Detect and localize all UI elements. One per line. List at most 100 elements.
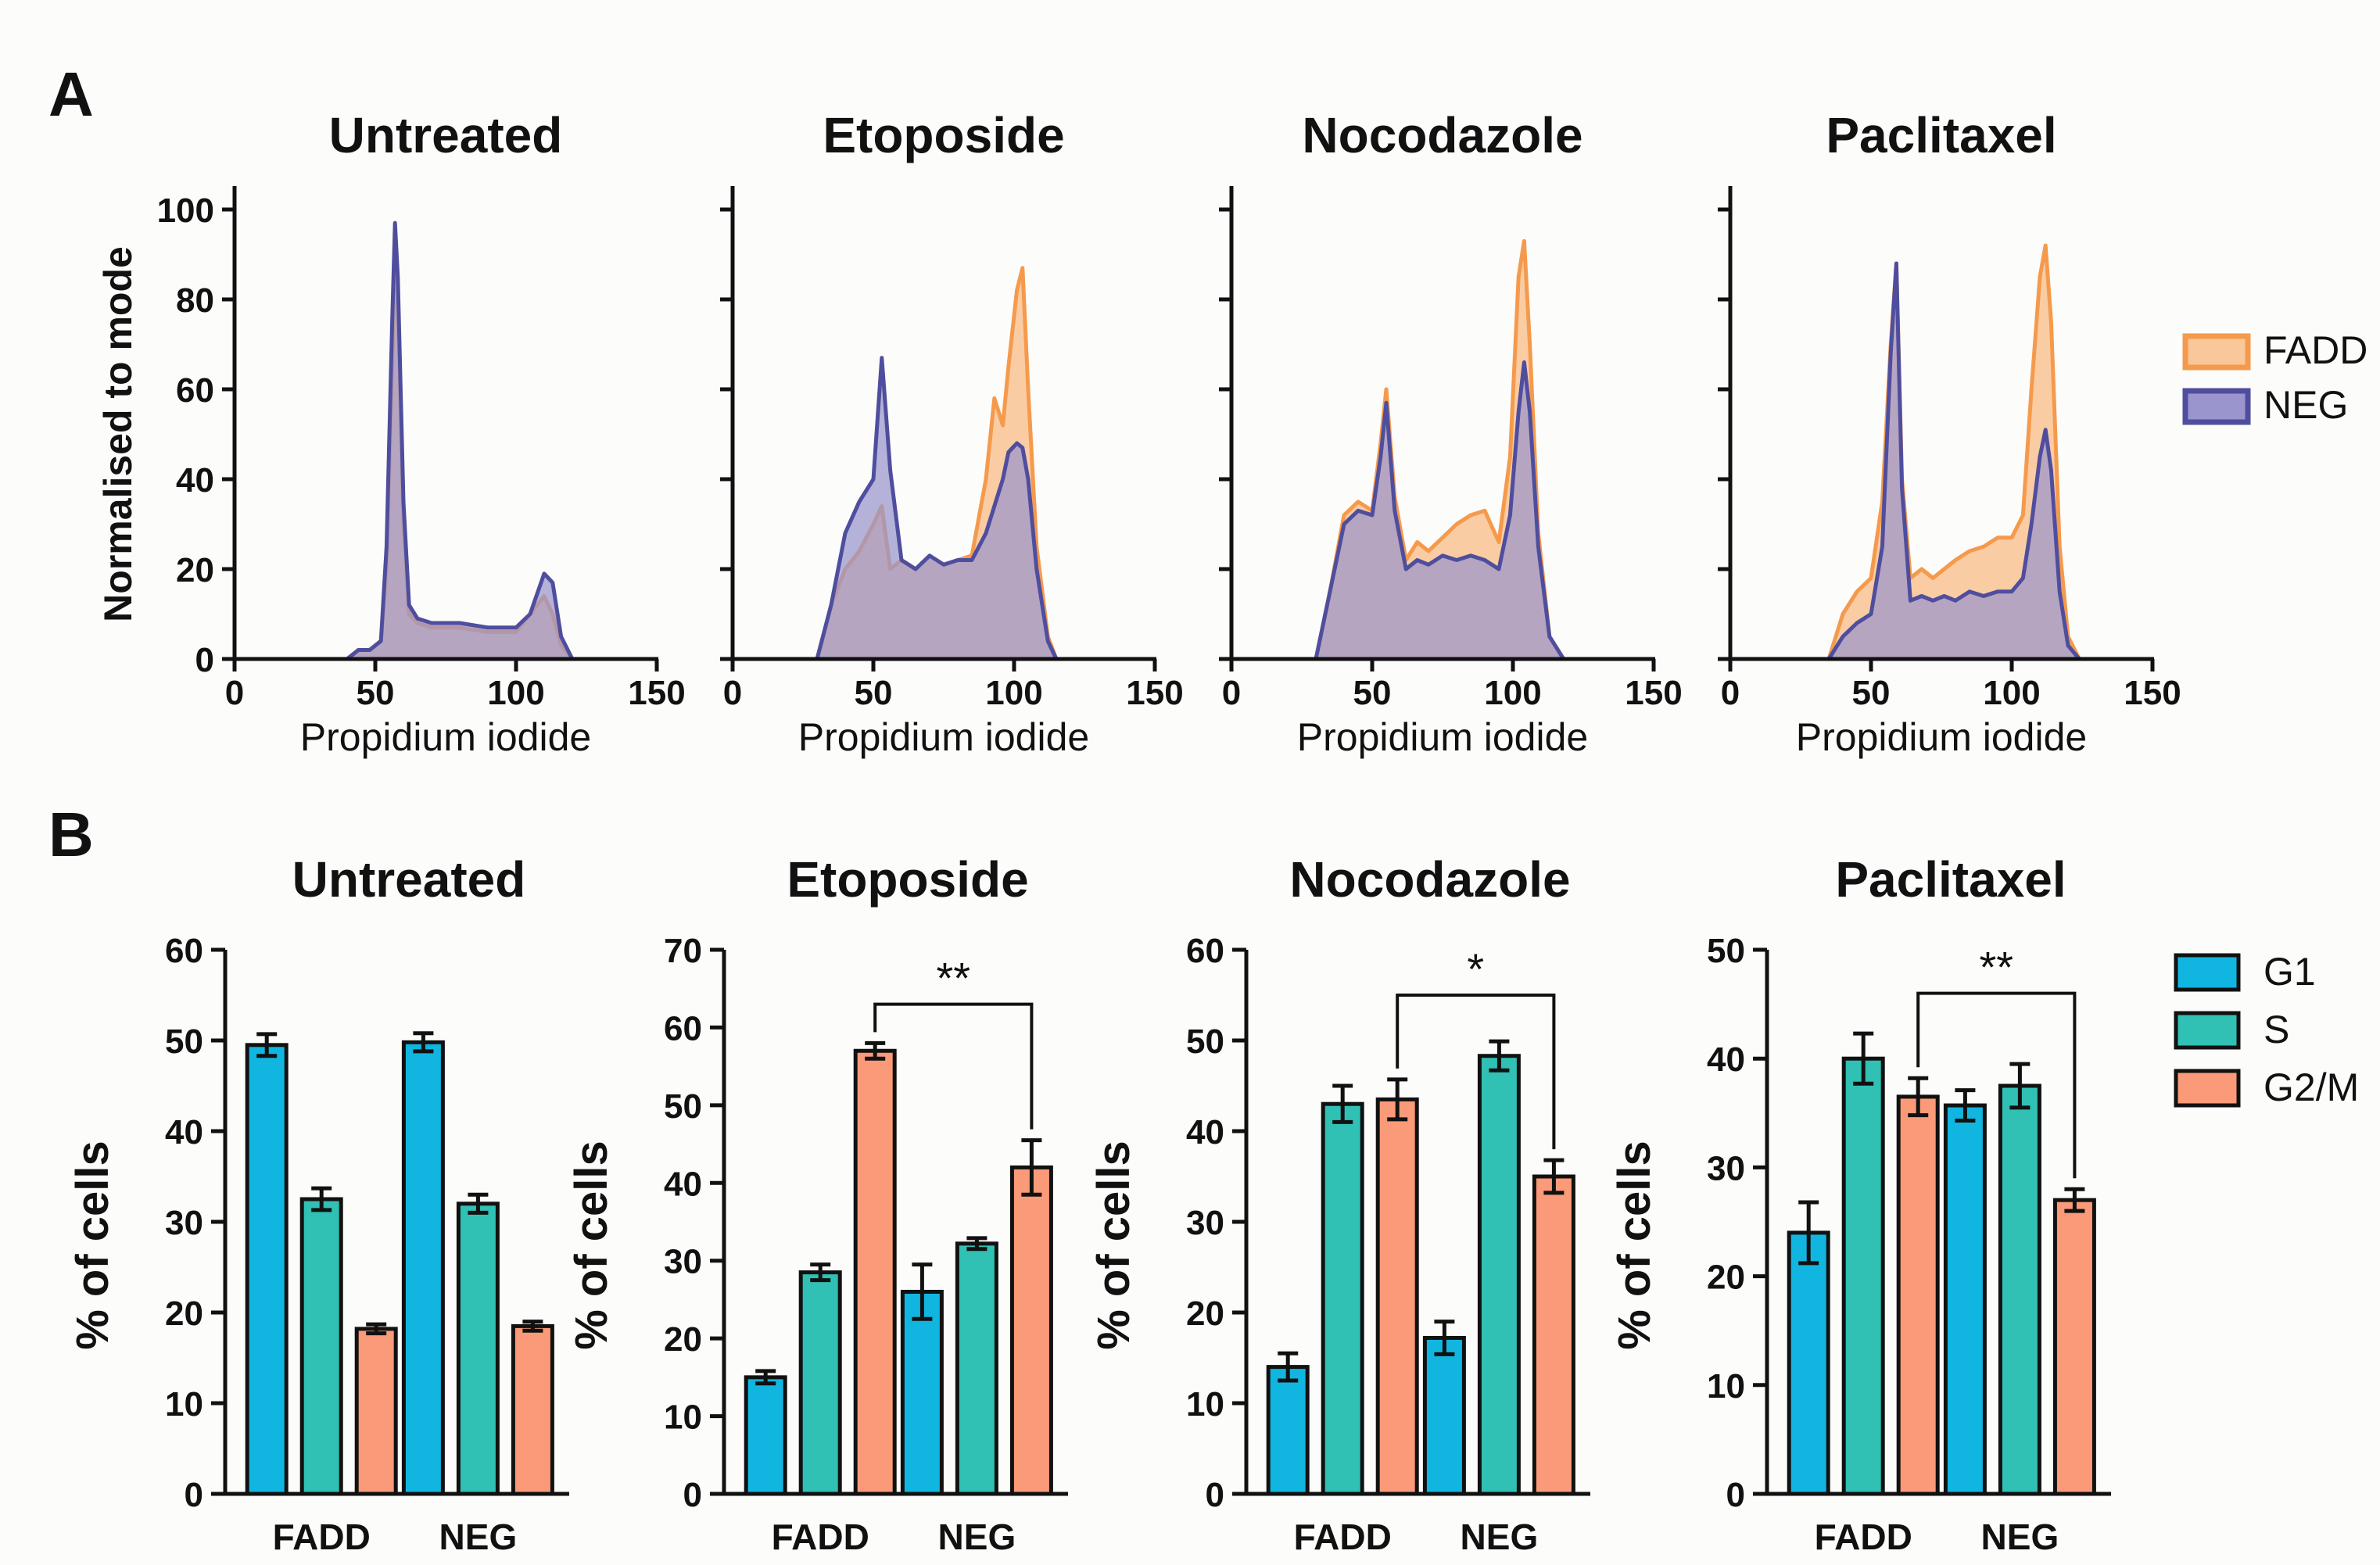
y-tick-label: 30 — [664, 1243, 702, 1281]
bar-g1-fadd — [1266, 1365, 1310, 1496]
y-tick-label: 20 — [1186, 1295, 1224, 1333]
y-axis-label: % of cells — [1088, 1141, 1139, 1350]
y-tick-label: 30 — [1186, 1204, 1224, 1242]
y-tick-label: 10 — [1186, 1385, 1224, 1424]
chart-title: Untreated — [329, 107, 563, 163]
panel-label-b: B — [48, 800, 94, 869]
bar-g2-m-neg — [2052, 1198, 2096, 1496]
bar-chart-untreated: Untreated 0 10 20 30 40 50 60 FADD NEG % of cells — [67, 851, 569, 1557]
legend-label-g1: G1 — [2264, 950, 2316, 994]
legend-label-neg: NEG — [2264, 383, 2348, 427]
chart-title: Paclitaxel — [1826, 107, 2056, 163]
bar-g2-m-fadd — [1896, 1094, 1940, 1496]
bar-g2-m-fadd — [354, 1327, 398, 1496]
legend-swatch-fadd — [2182, 333, 2251, 371]
x-tick-label: 150 — [2124, 674, 2181, 712]
x-tick-label: 50 — [1852, 674, 1891, 712]
x-tick-label: 0 — [225, 674, 244, 712]
legend-swatch-g2-m — [2174, 1069, 2241, 1108]
y-tick-label: 60 — [1186, 932, 1224, 970]
y-tick-label: 60 — [664, 1009, 702, 1048]
bar-s-neg — [1477, 1054, 1521, 1496]
x-category-label: FADD — [1815, 1517, 1912, 1557]
x-tick-label: 50 — [1353, 674, 1392, 712]
y-tick-label: 30 — [165, 1204, 203, 1242]
chart-title: Nocodazole — [1289, 851, 1570, 908]
x-tick-label: 100 — [1983, 674, 2040, 712]
bar-chart-etoposide: Etoposide 0 10 20 30 40 50 60 70 FADD NEG % of cell… — [566, 851, 1068, 1557]
legend-label-fadd: FADD — [2264, 328, 2367, 372]
x-axis-label: Propidium iodide — [798, 715, 1089, 759]
y-tick-label: 100 — [157, 192, 214, 230]
bar-s-neg — [456, 1202, 500, 1496]
x-tick-label: 100 — [1484, 674, 1541, 712]
panel-label-a: A — [48, 59, 94, 129]
x-category-label: NEG — [1981, 1517, 2059, 1557]
histogram-nocodazole: Nocodazole 0 50 100 150 Propidium iodide — [1219, 107, 1683, 759]
y-tick-label: 40 — [165, 1113, 203, 1151]
y-tick-label: 50 — [1707, 932, 1745, 970]
significance-label: ** — [937, 954, 971, 1003]
x-tick-label: 0 — [1721, 674, 1740, 712]
y-tick-label: 50 — [1186, 1022, 1224, 1061]
bar-g1-neg — [1943, 1103, 1987, 1496]
x-tick-label: 150 — [628, 674, 685, 712]
bar-g2-m-fadd — [853, 1048, 897, 1496]
y-axis-label: % of cells — [1609, 1141, 1660, 1350]
y-axis-label: Normalised to mode — [96, 246, 140, 622]
x-tick-label: 0 — [723, 674, 742, 712]
y-tick-label: 40 — [1707, 1040, 1745, 1079]
chart-title: Untreated — [292, 851, 526, 908]
y-tick-label: 40 — [1186, 1113, 1224, 1151]
legend-swatch-s — [2174, 1011, 2241, 1050]
bar-s-fadd — [1321, 1101, 1364, 1496]
y-tick-label: 20 — [176, 551, 214, 589]
chart-title: Etoposide — [823, 107, 1064, 163]
legend-swatch-g1 — [2174, 953, 2241, 992]
bar-g2-m-fadd — [1375, 1097, 1419, 1496]
x-tick-label: 100 — [985, 674, 1042, 712]
bar-s-fadd — [299, 1197, 343, 1496]
bar-g1-neg — [900, 1289, 944, 1496]
significance-label: ** — [1980, 943, 2014, 992]
y-tick-label: 40 — [176, 461, 214, 500]
histogram-etoposide: Etoposide 0 50 100 150 Propidium iodide — [720, 107, 1184, 759]
bar-chart-paclitaxel: Paclitaxel 0 10 20 30 40 50 FADD NEG % of cells ** — [1609, 851, 2111, 1557]
significance-bracket — [1396, 994, 1556, 1150]
y-tick-label: 60 — [165, 932, 203, 970]
x-tick-label: 50 — [357, 674, 395, 712]
y-tick-label: 70 — [664, 932, 702, 970]
bar-chart-nocodazole: Nocodazole 0 10 20 30 40 50 60 FADD NEG % of cells… — [1088, 851, 1590, 1557]
y-tick-label: 50 — [165, 1022, 203, 1061]
histogram-series-neg — [815, 356, 1059, 661]
legend-swatch-neg — [2182, 388, 2251, 425]
x-tick-label: 150 — [1625, 674, 1682, 712]
x-category-label: FADD — [772, 1517, 869, 1557]
bar-g2-m-neg — [511, 1323, 554, 1496]
legend-b: G1 S G2/M — [2174, 950, 2359, 1109]
x-tick-label: 100 — [487, 674, 544, 712]
legend-a: FADD NEG — [2182, 328, 2367, 427]
x-category-label: NEG — [938, 1517, 1016, 1557]
significance-label: * — [1467, 944, 1484, 994]
x-category-label: FADD — [273, 1517, 371, 1557]
bar-s-neg — [955, 1241, 998, 1496]
y-tick-label: 20 — [1707, 1259, 1745, 1297]
y-tick-label: 20 — [165, 1295, 203, 1333]
histogram-series-neg — [1314, 360, 1566, 661]
panel-a-histograms: Untreated 0 20 40 60 80 100 0 50 100 150 Propidium … — [96, 107, 2181, 759]
x-axis-label: Propidium iodide — [1796, 715, 2087, 759]
y-tick-label: 0 — [195, 641, 214, 679]
histogram-untreated: Untreated 0 20 40 60 80 100 0 50 100 150 Propidium … — [96, 107, 686, 759]
significance-bracket — [1916, 991, 2077, 1179]
y-axis-label: % of cells — [566, 1141, 617, 1350]
y-tick-label: 0 — [1206, 1476, 1224, 1514]
y-tick-label: 30 — [1707, 1149, 1745, 1187]
x-axis-label: Propidium iodide — [1297, 715, 1588, 759]
bar-g1-neg — [1422, 1335, 1466, 1496]
x-axis-label: Propidium iodide — [300, 715, 591, 759]
x-tick-label: 150 — [1126, 674, 1183, 712]
bar-g2-m-neg — [1532, 1174, 1575, 1496]
bar-g1-fadd — [744, 1375, 787, 1496]
